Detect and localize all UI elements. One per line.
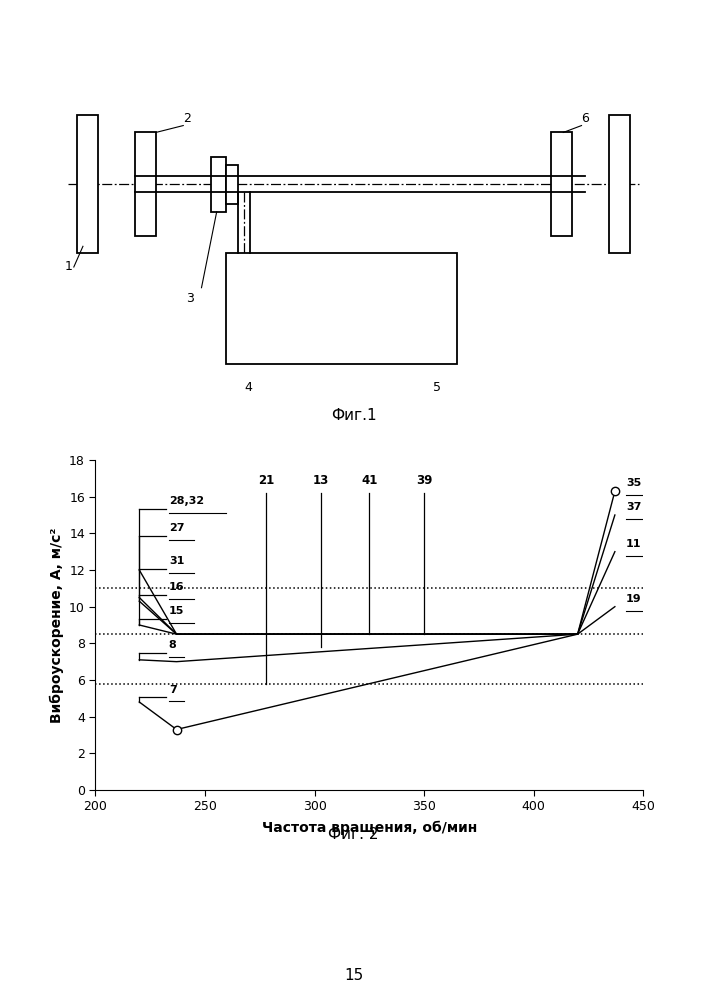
Text: 35: 35: [626, 478, 641, 488]
Bar: [134, 132, 156, 236]
Text: 16: 16: [169, 582, 185, 592]
Text: 21: 21: [258, 475, 274, 488]
Text: 27: 27: [169, 523, 185, 533]
Text: 6: 6: [581, 112, 590, 125]
Text: 15: 15: [344, 968, 363, 982]
Bar: [551, 132, 573, 236]
Text: 2: 2: [183, 112, 191, 125]
Text: 4: 4: [244, 381, 252, 394]
Bar: [211, 157, 226, 212]
Bar: [226, 165, 238, 204]
Text: 19: 19: [626, 594, 641, 604]
Bar: [77, 115, 98, 253]
X-axis label: Частота вращения, об/мин: Частота вращения, об/мин: [262, 820, 477, 835]
Y-axis label: Виброускорение, А, м/с²: Виброускорение, А, м/с²: [49, 527, 64, 723]
Text: 41: 41: [361, 475, 378, 488]
Text: 31: 31: [169, 556, 185, 566]
Text: 11: 11: [626, 539, 641, 549]
Text: Фиг.1: Фиг.1: [331, 408, 376, 423]
Bar: [609, 115, 630, 253]
Text: 8: 8: [169, 640, 177, 650]
Text: Фиг. 2: Фиг. 2: [328, 827, 379, 842]
Text: 39: 39: [416, 475, 433, 488]
Text: 3: 3: [187, 292, 194, 304]
Bar: [226, 253, 457, 364]
Text: 15: 15: [169, 606, 185, 616]
Text: 7: 7: [169, 685, 177, 695]
Text: 37: 37: [626, 502, 641, 512]
Text: 1: 1: [65, 260, 73, 273]
Text: 28,32: 28,32: [169, 496, 204, 506]
Text: 5: 5: [433, 381, 440, 394]
Text: 13: 13: [313, 475, 329, 488]
